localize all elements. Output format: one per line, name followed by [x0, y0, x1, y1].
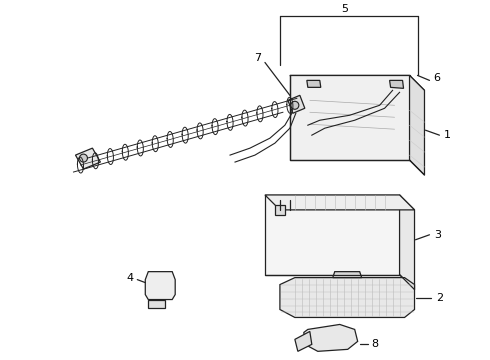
- Text: 3: 3: [434, 230, 441, 240]
- Polygon shape: [290, 75, 424, 90]
- Polygon shape: [275, 205, 285, 215]
- Polygon shape: [410, 75, 424, 175]
- Text: 6: 6: [433, 73, 440, 84]
- Polygon shape: [307, 80, 321, 87]
- Circle shape: [291, 101, 299, 109]
- Polygon shape: [295, 332, 312, 351]
- Polygon shape: [288, 95, 305, 113]
- Text: 4: 4: [127, 273, 134, 283]
- Polygon shape: [265, 195, 399, 275]
- Polygon shape: [265, 195, 415, 210]
- Text: 8: 8: [371, 339, 378, 349]
- Polygon shape: [304, 324, 358, 351]
- Text: 1: 1: [444, 130, 451, 140]
- Polygon shape: [290, 75, 410, 160]
- Polygon shape: [399, 195, 415, 289]
- Polygon shape: [75, 148, 100, 169]
- Polygon shape: [145, 272, 175, 300]
- Circle shape: [79, 154, 87, 162]
- Polygon shape: [333, 272, 362, 278]
- Text: 2: 2: [436, 293, 443, 302]
- Text: 5: 5: [341, 4, 348, 14]
- Polygon shape: [148, 300, 165, 307]
- Polygon shape: [280, 278, 415, 318]
- Polygon shape: [390, 80, 404, 88]
- Text: 7: 7: [254, 54, 262, 63]
